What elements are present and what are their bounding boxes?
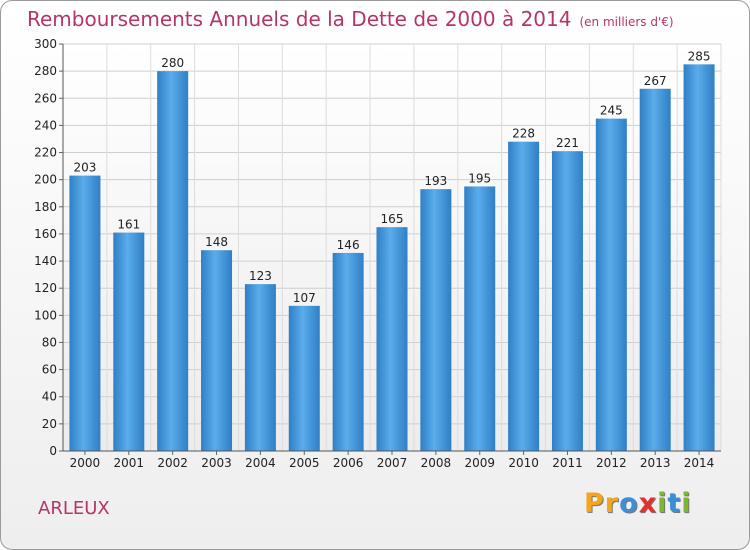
x-tick-label: 2011 — [552, 456, 583, 470]
y-tick-label: 40 — [42, 390, 57, 404]
logo-letter: i — [657, 488, 668, 519]
x-tick-label: 2004 — [245, 456, 276, 470]
bar — [201, 250, 233, 451]
bar — [69, 175, 101, 451]
logo-letter: x — [638, 488, 658, 519]
y-tick-label: 20 — [42, 417, 57, 431]
value-label: 195 — [468, 171, 491, 185]
y-tick-label: 120 — [34, 281, 57, 295]
value-label: 107 — [293, 291, 316, 305]
proxiti-logo: Proxiti — [584, 488, 692, 519]
x-tick-label: 2010 — [508, 456, 539, 470]
value-label: 221 — [556, 136, 579, 150]
bar — [244, 284, 276, 451]
y-tick-label: 140 — [34, 254, 57, 268]
value-label: 148 — [205, 235, 228, 249]
x-tick-label: 2013 — [640, 456, 671, 470]
y-tick-label: 180 — [34, 200, 57, 214]
x-tick-label: 2001 — [114, 456, 145, 470]
value-label: 267 — [644, 74, 667, 88]
x-tick-label: 2000 — [70, 456, 101, 470]
bar — [113, 232, 145, 451]
axes — [62, 44, 721, 452]
x-tick-label: 2008 — [421, 456, 452, 470]
bar — [420, 189, 452, 451]
x-tick-label: 2007 — [377, 456, 408, 470]
y-tick-label: 260 — [34, 91, 57, 105]
bar — [157, 71, 189, 451]
chart-title-text: Remboursements Annuels de la Dette de 20… — [27, 7, 572, 31]
value-label: 193 — [424, 174, 447, 188]
bar — [639, 88, 671, 452]
logo-letter: P — [584, 488, 605, 519]
logo-letter: o — [619, 488, 639, 519]
y-tick-label: 280 — [34, 64, 57, 78]
y-tick-label: 80 — [42, 335, 57, 349]
y-tick-label: 200 — [34, 173, 57, 187]
value-label: 161 — [117, 218, 140, 232]
y-tick-label: 220 — [34, 146, 57, 160]
y-tick-label: 160 — [34, 227, 57, 241]
y-tick-label: 0 — [49, 444, 57, 458]
value-label: 285 — [688, 49, 711, 63]
value-labels: 203 161 280 148 123 107 146 165 193 195 228 221 245 2… — [73, 49, 710, 304]
x-axis-tick-labels: 2000 2001 2002 2003 2004 2005 2006 2007 2008 2009… — [70, 456, 715, 470]
bar — [683, 64, 715, 451]
y-tick-label: 60 — [42, 363, 57, 377]
x-tick-label: 2006 — [333, 456, 364, 470]
bar — [551, 151, 583, 451]
value-label: 245 — [600, 104, 623, 118]
value-label: 228 — [512, 127, 535, 141]
x-tick-label: 2002 — [157, 456, 188, 470]
y-tick-label: 240 — [34, 118, 57, 132]
y-axis-tick-labels: 0 20 40 60 80 100 120 140 160 180 200 220 240 260 280 3… — [34, 37, 57, 458]
bar — [332, 252, 364, 451]
bar — [376, 227, 408, 451]
logo-letter: t — [667, 488, 682, 519]
x-tick-label: 2003 — [201, 456, 232, 470]
logo-letter: i — [681, 488, 692, 519]
value-label: 146 — [337, 238, 360, 252]
x-tick-label: 2009 — [464, 456, 495, 470]
x-tick-label: 2014 — [684, 456, 715, 470]
value-label: 203 — [73, 161, 96, 175]
y-tick-label: 300 — [34, 37, 57, 51]
value-label: 123 — [249, 269, 272, 283]
bar — [508, 141, 540, 451]
value-label: 280 — [161, 56, 184, 70]
value-label: 165 — [381, 212, 404, 226]
x-tick-label: 2005 — [289, 456, 320, 470]
bar — [288, 305, 320, 451]
commune-name: ARLEUX — [38, 498, 110, 519]
bar — [595, 118, 627, 451]
x-tick-label: 2012 — [596, 456, 627, 470]
y-tick-label: 100 — [34, 308, 57, 322]
logo-letter: r — [604, 488, 620, 519]
bars — [69, 64, 715, 452]
chart-unit: (en milliers d'€) — [579, 15, 674, 29]
bar — [464, 186, 496, 451]
chart-title: Remboursements Annuels de la Dette de 20… — [27, 7, 674, 31]
